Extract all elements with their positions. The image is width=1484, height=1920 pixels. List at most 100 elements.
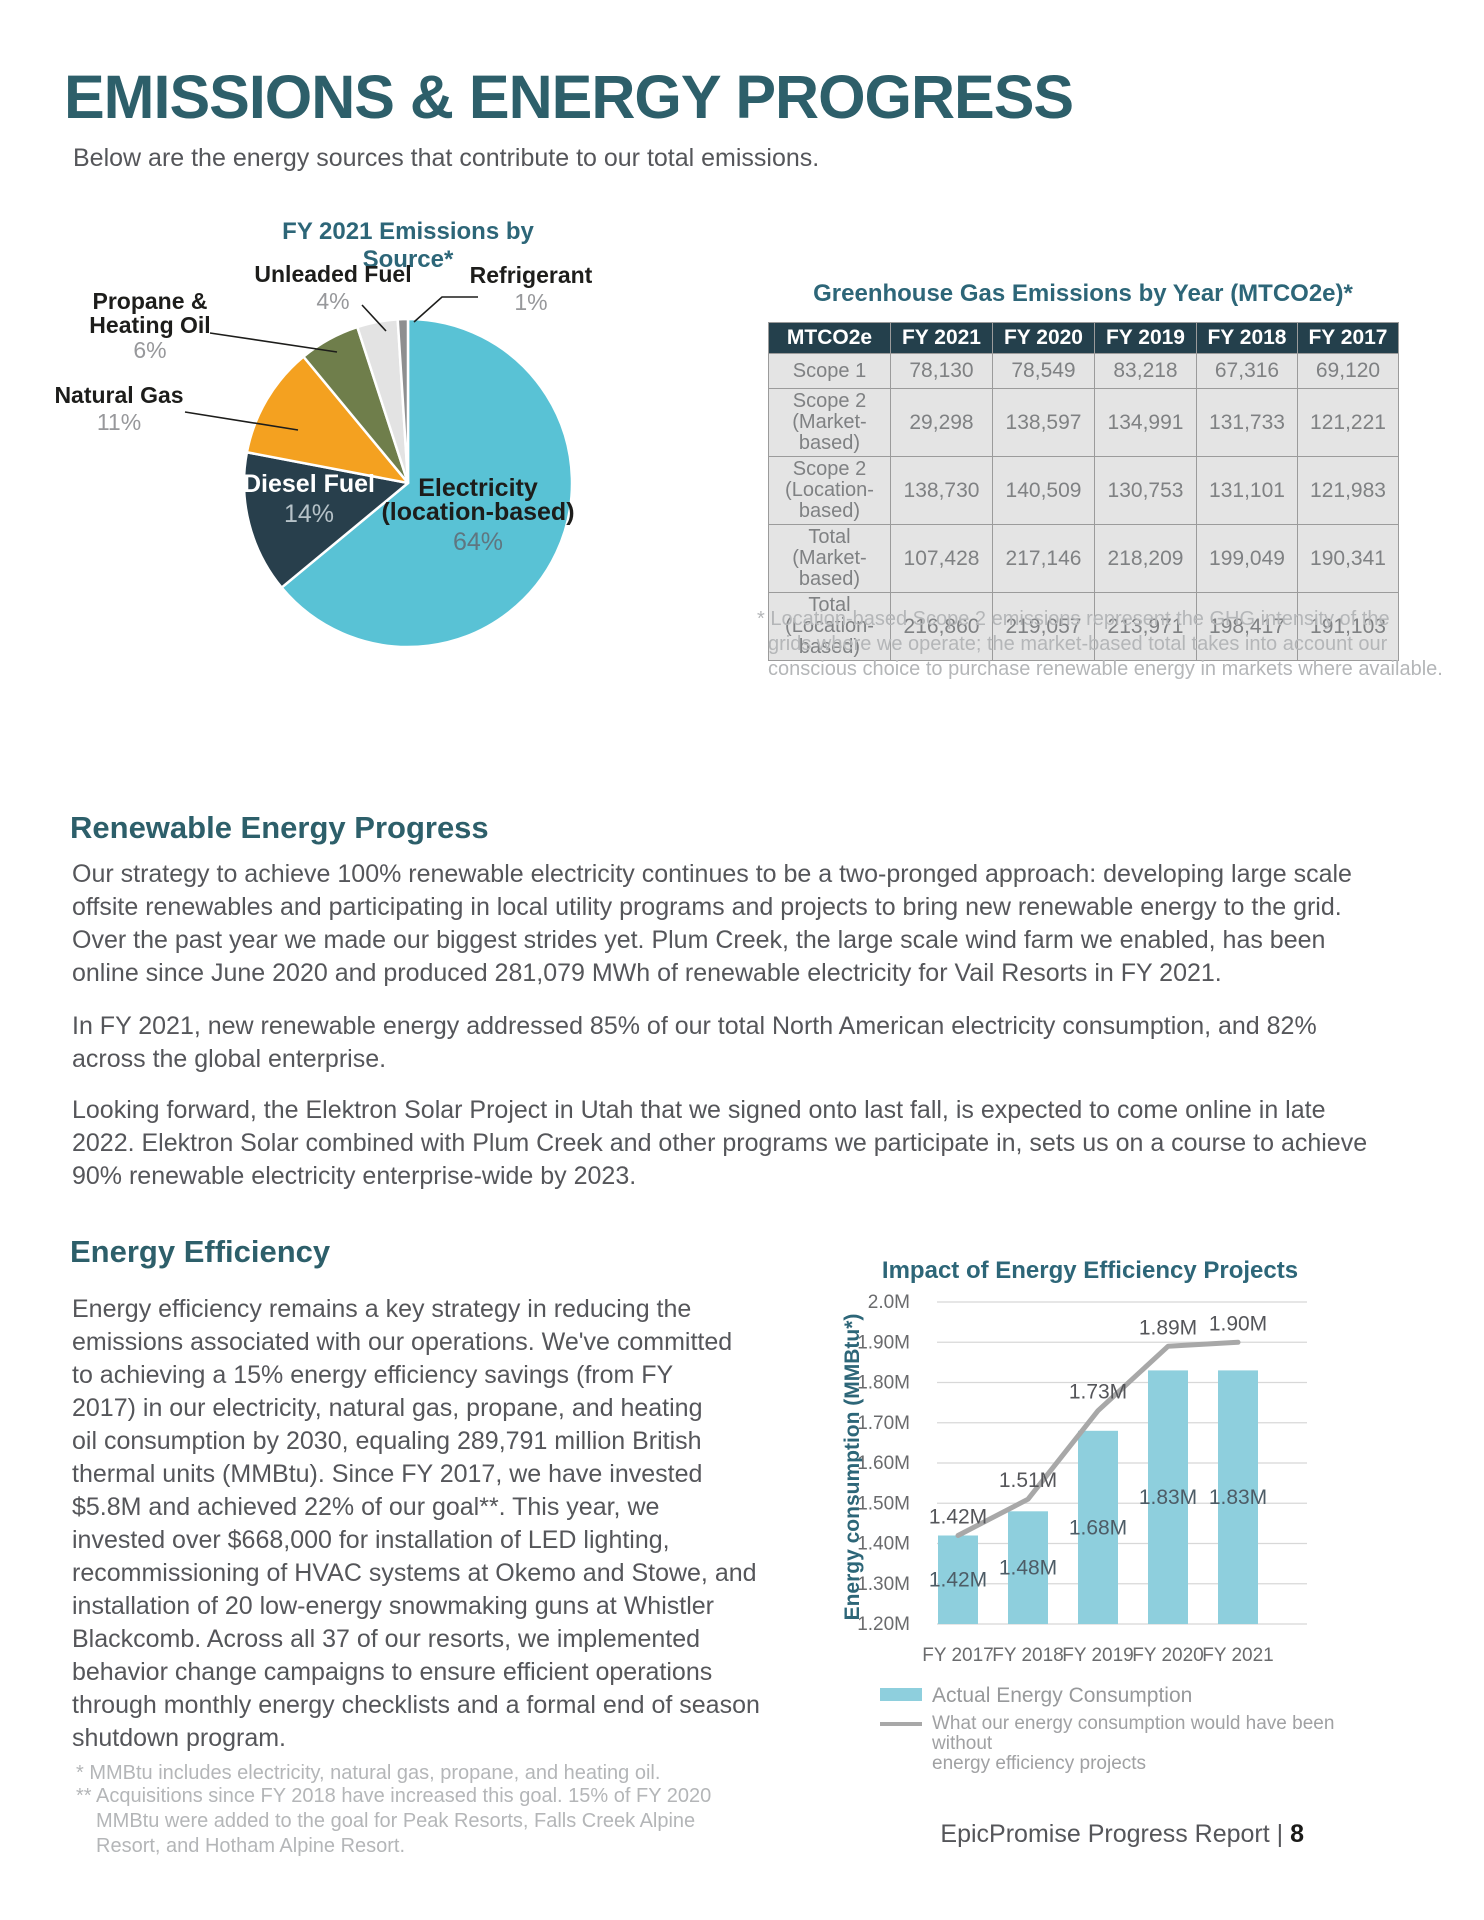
x-category-label: FY 2019 [1062,1645,1133,1666]
pie-label-propane: Propane & Heating Oil [89,288,211,338]
ghg-col-header: FY 2020 [992,322,1095,354]
table-row: Scope 1 78,130 78,549 83,218 67,316 69,120 [768,353,1399,389]
ghg-cell: 134,991 [1094,388,1197,457]
ghg-cell: 191,103 [1297,592,1399,661]
ghg-cell: 140,509 [992,456,1095,525]
ghg-col-header: FY 2019 [1094,322,1197,354]
y-tick-label: 1.70M [857,1413,910,1434]
pie-slice-natural-gas [245,355,410,485]
ghg-col-header: FY 2018 [1196,322,1298,354]
ghg-row-label: Total (Location-based) [768,592,891,661]
line-value-label: 1.51M [999,1469,1057,1492]
bar-value-label: 1.42M [929,1569,987,1592]
counterfactual-line [955,1339,1241,1538]
pie-chart-title: FY 2021 Emissions by Source* [282,218,534,273]
ghg-row-label: Scope 1 [768,353,891,389]
pie-slice-electricity [280,317,574,649]
pie-label-diesel: Diesel Fuel [243,470,375,498]
y-tick-label: 1.50M [857,1493,910,1514]
line-value-label: 1.89M [1139,1316,1197,1339]
bar-FY-2017 [938,1535,978,1624]
ghg-cell: 131,101 [1196,456,1298,525]
bar-value-label: 1.68M [1069,1516,1127,1539]
bar-swatch-icon [880,1688,922,1701]
ghg-col-header: FY 2021 [890,322,993,354]
ghg-table-footnote: * Location-based Scope 2 emissions repre… [757,608,1443,680]
ghg-cell: 213,971 [1094,592,1197,661]
table-row: Total (Location-based) 216,860 219,057 213,… [768,592,1399,661]
x-category-label: FY 2020 [1132,1645,1203,1666]
bar-chart-legend: Actual Energy Consumption What our energ… [880,1684,1360,1780]
ghg-cell: 78,130 [890,353,993,389]
ghg-table-header: MTCO2e FY 2021 FY 2020 FY 2019 FY 2018 FY 201… [768,322,1399,354]
page-footer: EpicPromise Progress Report | 8 [700,1820,1304,1849]
renewable-paragraph-3: Looking forward, the Elektron Solar Proj… [72,1096,1368,1190]
ghg-cell: 29,298 [890,388,993,457]
pie-pct-unleaded: 4% [316,288,350,314]
pie-pct-natural-gas: 11% [96,409,142,435]
bar-value-label: 1.48M [999,1557,1057,1580]
ghg-cell: 217,146 [992,524,1095,593]
footer-text: EpicPromise Progress Report | [940,1820,1291,1848]
table-row: Scope 2 (Market-based) 29,298 138,597 134,9… [768,388,1399,457]
y-tick-label: 1.20M [857,1614,910,1635]
pie-label-unleaded: Unleaded Fuel [254,261,412,287]
bar-FY-2018 [1008,1511,1048,1624]
page-subtitle: Below are the energy sources that contri… [73,144,820,172]
bar-FY-2021 [1218,1370,1258,1624]
ghg-col-header: FY 2017 [1297,322,1399,354]
bar-FY-2019 [1078,1430,1118,1624]
bar-value-label: 1.83M [1139,1486,1197,1509]
pie-pct-electricity: 64% [452,528,504,556]
pie-pct-diesel: 14% [283,500,335,528]
table-row: Scope 2 (Location-based) 138,730 140,509 13… [768,456,1399,525]
y-tick-label: 1.90M [857,1332,910,1353]
x-category-label: FY 2021 [1202,1645,1273,1666]
ghg-cell: 199,049 [1196,524,1298,593]
ghg-cell: 138,730 [890,456,993,525]
ghg-row-label: Total (Market-based) [768,524,891,593]
ghg-cell: 67,316 [1196,353,1298,389]
y-tick-label: 1.30M [857,1574,910,1595]
pie-slice-refrigerant [396,317,410,485]
ghg-cell: 138,597 [992,388,1095,457]
line-value-label: 1.42M [929,1506,987,1529]
ghg-row-label: Scope 2 (Market-based) [768,388,891,457]
line-value-label: 1.90M [1209,1312,1267,1335]
y-tick-label: 1.80M [857,1373,910,1394]
legend-item-counterfactual: What our energy consumption would have b… [880,1714,1360,1774]
renewable-heading: Renewable Energy Progress [70,810,489,845]
pie-slice-diesel [242,451,410,589]
ghg-cell: 121,221 [1297,388,1399,457]
ghg-col-header: MTCO2e [768,322,891,354]
y-tick-label: 1.60M [857,1453,910,1474]
ghg-cell: 131,733 [1196,388,1298,457]
bar-chart-title: Impact of Energy Efficiency Projects [881,1257,1299,1284]
table-row: Total (Market-based) 107,428 217,146 218,20… [768,524,1399,593]
bar-FY-2020 [1148,1370,1188,1624]
pie-label-refrigerant: Refrigerant [469,262,593,288]
ghg-cell: 216,860 [890,592,993,661]
ghg-cell: 198,417 [1196,592,1298,661]
pie-chart [242,317,574,649]
pie-pct-refrigerant: 1% [514,289,548,315]
legend-label-counterfactual: What our energy consumption would have b… [932,1713,1335,1774]
footnote-acquisitions: ** Acquisitions since FY 2018 have incre… [76,1785,712,1857]
y-tick-label: 1.40M [857,1534,910,1555]
pie-pct-propane: 6% [133,337,167,363]
footnote-mmbtu: * MMBtu includes electricity, natural ga… [76,1762,661,1784]
ghg-cell: 130,753 [1094,456,1197,525]
ghg-row-label: Scope 2 (Location-based) [768,456,891,525]
ghg-cell: 219,057 [992,592,1095,661]
bar-chart: 2.0M 1.90M 1.80M 1.70M 1.60M 1.50M 1.40M 1.30M 1… [857,1292,1307,1666]
legend-label-actual: Actual Energy Consumption [932,1684,1193,1707]
line-value-label: 1.73M [1069,1381,1127,1404]
ghg-cell: 78,549 [992,353,1095,389]
ghg-cell: 107,428 [890,524,993,593]
y-tick-label: 2.0M [868,1292,910,1313]
page-title: EMISSIONS & ENERGY PROGRESS [64,63,1074,131]
ghg-table-title: Greenhouse Gas Emissions by Year (MTCO2e… [813,280,1353,307]
line-swatch-icon [880,1722,922,1726]
footer-page-number: 8 [1290,1820,1304,1848]
